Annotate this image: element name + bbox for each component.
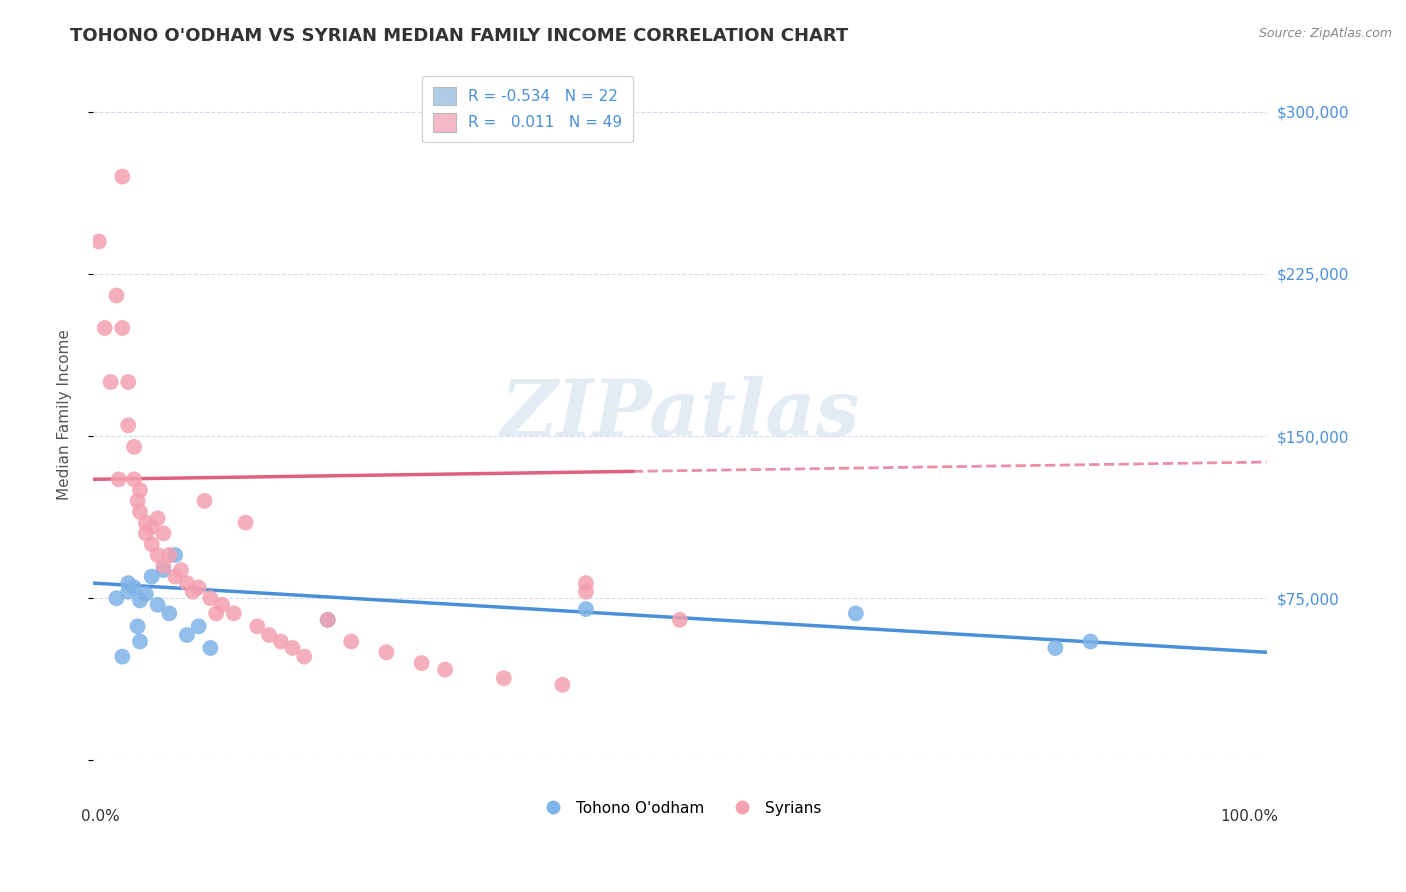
Point [551,678,574,692]
Point [105,591,128,606]
Point [122,440,145,454]
Point [211,598,233,612]
Point [129,593,152,607]
Point [111,649,134,664]
Point [146,511,169,525]
Point [129,634,152,648]
Point [1045,640,1067,655]
Point [281,640,304,655]
Point [141,520,163,534]
Point [165,548,187,562]
Point [122,581,145,595]
Point [375,645,398,659]
Point [111,321,134,335]
Text: Source: ZipAtlas.com: Source: ZipAtlas.com [1258,27,1392,40]
Point [117,576,139,591]
Point [87,235,110,249]
Point [1080,634,1102,648]
Point [129,483,152,497]
Point [152,526,174,541]
Point [222,607,245,621]
Point [146,548,169,562]
Point [108,472,131,486]
Point [127,494,149,508]
Point [152,558,174,573]
Point [117,584,139,599]
Point [316,613,339,627]
Point [135,587,157,601]
Point [575,584,598,599]
Point [845,607,868,621]
Point [200,640,222,655]
Point [141,537,163,551]
Point [117,375,139,389]
Point [575,576,598,591]
Point [94,321,117,335]
Point [181,584,204,599]
Point [246,619,269,633]
Point [575,602,598,616]
Point [200,591,222,606]
Point [193,494,215,508]
Point [135,526,157,541]
Point [127,619,149,633]
Text: 100.0%: 100.0% [1220,809,1278,824]
Point [170,563,193,577]
Text: ZIPatlas: ZIPatlas [501,376,859,453]
Point [111,169,134,184]
Point [157,607,180,621]
Point [135,516,157,530]
Point [122,472,145,486]
Point [100,375,122,389]
Text: 0.0%: 0.0% [82,809,120,824]
Point [152,563,174,577]
Legend: Tohono O'odham, Syrians: Tohono O'odham, Syrians [531,795,828,822]
Point [411,656,433,670]
Text: TOHONO O'ODHAM VS SYRIAN MEDIAN FAMILY INCOME CORRELATION CHART: TOHONO O'ODHAM VS SYRIAN MEDIAN FAMILY I… [70,27,849,45]
Y-axis label: Median Family Income: Median Family Income [58,329,72,500]
Point [205,607,228,621]
Point [105,288,128,302]
Point [141,569,163,583]
Point [187,581,209,595]
Point [165,569,187,583]
Point [492,671,515,685]
Point [257,628,280,642]
Point [187,619,209,633]
Point [146,598,169,612]
Point [434,663,457,677]
Point [292,649,315,664]
Point [117,418,139,433]
Point [669,613,692,627]
Point [340,634,363,648]
Point [316,613,339,627]
Point [176,576,198,591]
Point [176,628,198,642]
Point [129,505,152,519]
Point [270,634,292,648]
Point [235,516,257,530]
Point [157,548,180,562]
